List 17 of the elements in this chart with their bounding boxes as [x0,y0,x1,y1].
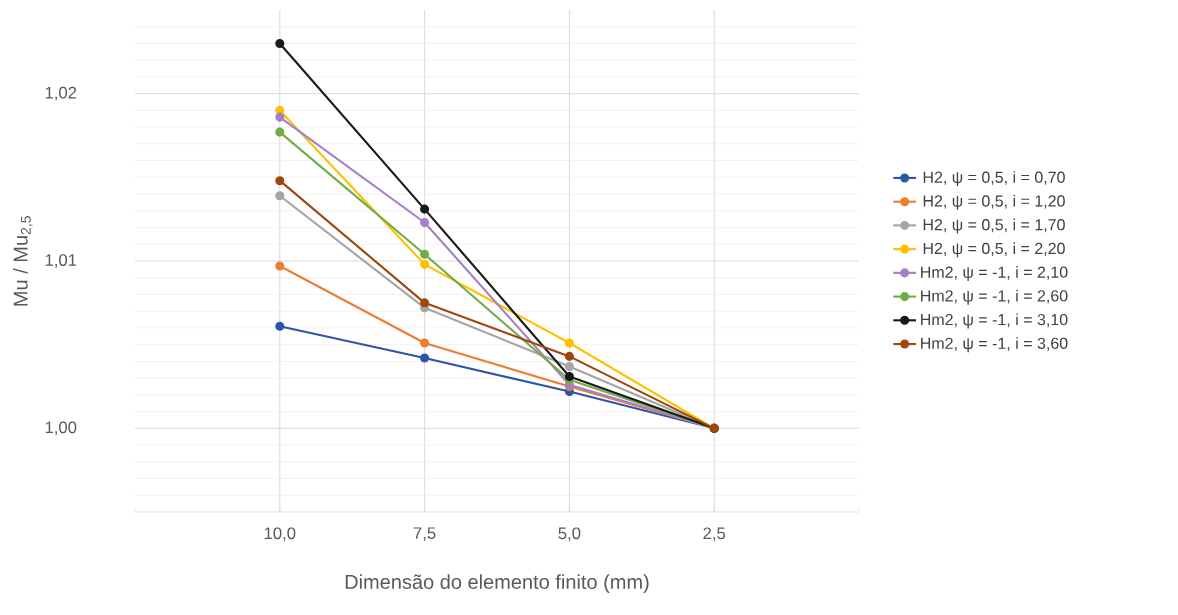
legend-label: H2, ψ = 0,5, i = 1,70 [923,218,1065,234]
x-tick-label: 5,0 [558,527,581,542]
x-tick-label: 10,0 [264,527,296,542]
legend-label: Hm2, ψ = -1, i = 2,10 [921,266,1068,281]
y-tick-label: 1,01 [45,254,77,268]
x-axis-title: Dimensão do elemento finito (mm) [345,574,649,593]
y-tick-label: 1,02 [45,86,77,101]
legend-label: H2, ψ = 0,5, i = 1,20 [923,194,1065,210]
y-axis-title: Mu / Mu$_{2,5}$ [13,216,33,306]
legend-label: Hm2, ψ = -1, i = 2,60 [921,289,1068,305]
y-tick-label: 1,00 [45,421,77,436]
legend-label: H2, ψ = 0,5, i = 0,70 [923,171,1065,187]
legend-label: H2, ψ = 0,5, i = 2,20 [923,242,1065,258]
legend-label: Hm2, ψ = -1, i = 3,10 [921,313,1068,329]
legend-label: Hm2, ψ = -1, i = 3,60 [921,337,1068,353]
x-tick-label: 7,5 [413,527,436,541]
x-tick-label: 2,5 [703,527,726,542]
